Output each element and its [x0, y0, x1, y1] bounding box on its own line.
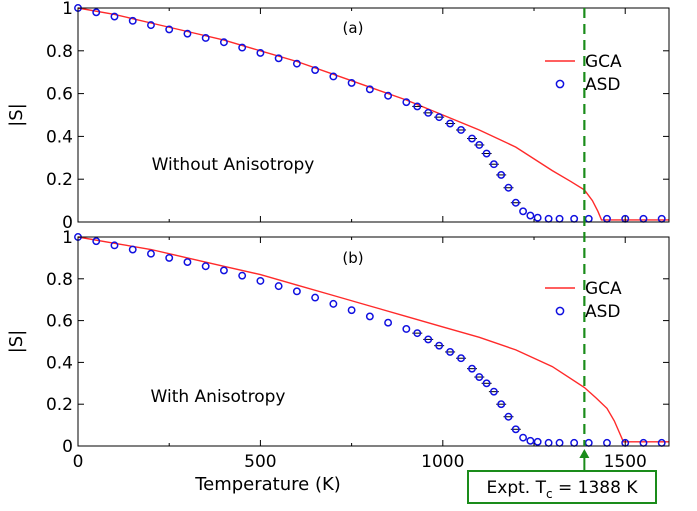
asd-point	[385, 319, 391, 325]
series-asd-points	[75, 234, 665, 446]
tc-label-prefix: Expt. T	[487, 478, 547, 498]
y-tick-label: 0.4	[46, 127, 73, 147]
asd-point	[534, 439, 540, 445]
legend-label: GCA	[585, 52, 622, 72]
asd-point	[294, 288, 300, 294]
series-gca-line	[78, 237, 669, 442]
asd-point	[586, 216, 592, 222]
asd-point	[239, 272, 245, 278]
asd-point	[556, 440, 562, 446]
x-tick-label: 1000	[421, 452, 464, 472]
tc-label-subscript: c	[546, 487, 553, 501]
x-tick-label: 0	[73, 452, 84, 472]
asd-point	[520, 434, 526, 440]
asd-point	[166, 255, 172, 261]
asd-point	[275, 283, 281, 289]
y-tick-label: 0.2	[46, 395, 73, 415]
asd-point	[148, 251, 154, 257]
legend-label: ASD	[585, 75, 621, 95]
panel-annotation: With Anisotropy	[151, 387, 286, 407]
asd-point	[659, 216, 665, 222]
legend-label: ASD	[585, 302, 621, 322]
asd-point	[556, 216, 562, 222]
asd-point	[130, 246, 136, 252]
asd-point	[545, 216, 551, 222]
y-tick-label: 0.6	[46, 85, 73, 105]
asd-point	[520, 208, 526, 214]
asd-point	[202, 263, 208, 269]
y-tick-label: 0.2	[46, 170, 73, 190]
panel-a: 0 0.2 0.4 0.6 0.8 1 |S| (a) Without Anisotropy GC…	[6, 0, 669, 233]
y-axis-label: |S|	[6, 330, 27, 354]
y-tick-label: 0.4	[46, 353, 73, 373]
series-gca-line	[78, 8, 669, 220]
panel-b: 0 0.2 0.4 0.6 0.8 1 |S| (b) With Anisotropy GCA AS…	[6, 228, 669, 457]
asd-point	[527, 438, 533, 444]
x-tick-label: 500	[244, 452, 276, 472]
y-tick-label: 1	[62, 228, 73, 248]
asd-point	[367, 313, 373, 319]
asd-point	[571, 440, 577, 446]
y-tick-label: 1	[62, 0, 73, 19]
asd-point	[640, 216, 646, 222]
asd-point	[571, 216, 577, 222]
tc-label-suffix: = 1388 K	[553, 478, 639, 498]
panel-label: (a)	[343, 19, 364, 37]
asd-point	[330, 301, 336, 307]
plot-frame-b	[78, 237, 669, 446]
y-tick-label: 0.8	[46, 270, 73, 290]
asd-point	[403, 326, 409, 332]
asd-point	[527, 212, 533, 218]
asd-point	[257, 278, 263, 284]
asd-point	[184, 259, 190, 265]
legend-a: GCA ASD	[537, 48, 637, 98]
asd-point	[604, 440, 610, 446]
asd-point	[534, 215, 540, 221]
asd-point	[604, 216, 610, 222]
asd-point	[545, 440, 551, 446]
panel-label: (b)	[342, 249, 363, 267]
series-asd-points	[75, 5, 665, 222]
y-tick-label: 0.6	[46, 312, 73, 332]
panel-annotation: Without Anisotropy	[152, 155, 315, 175]
plot-frame-a	[78, 8, 669, 222]
y-tick-label: 0	[62, 437, 73, 457]
y-tick-label: 0.8	[46, 42, 73, 62]
legend-label: GCA	[585, 279, 622, 299]
asd-point	[221, 267, 227, 273]
asd-point	[586, 440, 592, 446]
tc-arrow-head	[579, 449, 589, 458]
legend-b: GCA ASD	[537, 275, 637, 325]
asd-point	[659, 440, 665, 446]
x-axis-label: Temperature (K)	[194, 474, 341, 495]
asd-point	[312, 294, 318, 300]
x-tick-label: 1500	[604, 452, 647, 472]
tc-box-text: Expt. Tc = 1388 K	[487, 478, 639, 501]
y-axis-label: |S|	[6, 103, 27, 127]
asd-point	[348, 307, 354, 313]
asd-point	[640, 440, 646, 446]
